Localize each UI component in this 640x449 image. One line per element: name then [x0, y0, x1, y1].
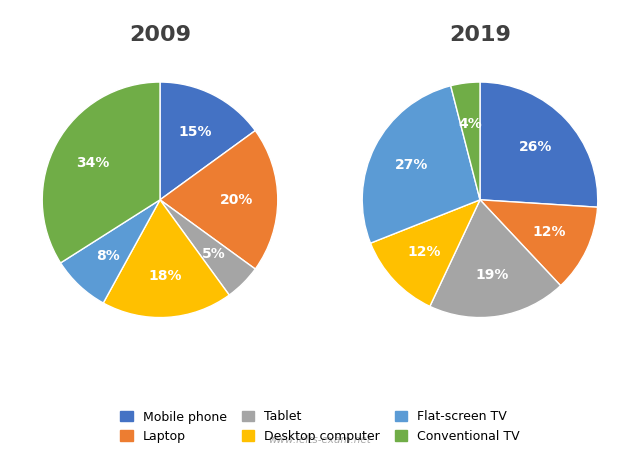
Wedge shape	[103, 200, 229, 317]
Title: 2009: 2009	[129, 26, 191, 45]
Text: 20%: 20%	[220, 193, 253, 207]
Wedge shape	[371, 200, 480, 306]
Title: 2019: 2019	[449, 26, 511, 45]
Wedge shape	[160, 82, 255, 200]
Text: 27%: 27%	[395, 158, 429, 172]
Text: 34%: 34%	[76, 156, 109, 170]
Wedge shape	[362, 86, 480, 243]
Text: 5%: 5%	[202, 247, 226, 261]
Text: 8%: 8%	[96, 249, 120, 263]
Legend: Mobile phone, Laptop, Tablet, Desktop computer, Flat-screen TV, Conventional TV: Mobile phone, Laptop, Tablet, Desktop co…	[120, 410, 520, 443]
Wedge shape	[480, 200, 598, 286]
Wedge shape	[451, 82, 480, 200]
Text: 4%: 4%	[458, 117, 483, 131]
Text: 15%: 15%	[178, 125, 211, 139]
Text: 18%: 18%	[148, 269, 182, 283]
Wedge shape	[430, 200, 561, 317]
Wedge shape	[42, 82, 160, 263]
Text: 12%: 12%	[532, 225, 566, 239]
Wedge shape	[61, 200, 160, 303]
Text: 19%: 19%	[476, 269, 509, 282]
Text: 12%: 12%	[408, 245, 441, 259]
Wedge shape	[480, 82, 598, 207]
Wedge shape	[160, 131, 278, 269]
Text: 26%: 26%	[519, 141, 552, 154]
Text: www.ielts-exam.net: www.ielts-exam.net	[269, 435, 371, 445]
Wedge shape	[160, 200, 255, 295]
